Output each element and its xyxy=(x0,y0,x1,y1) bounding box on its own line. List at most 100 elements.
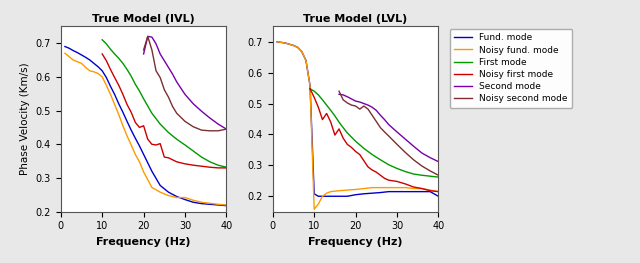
Noisy second mode xyxy=(393,143,401,146)
Noisy second mode xyxy=(401,151,409,154)
Noisy first mode xyxy=(173,160,180,163)
Noisy second mode xyxy=(206,129,214,132)
First mode xyxy=(401,170,409,173)
Second mode xyxy=(364,104,372,107)
Noisy fund. mode xyxy=(302,59,310,62)
Fund. mode xyxy=(376,191,384,194)
Noisy first mode xyxy=(393,180,401,183)
Noisy first mode xyxy=(435,190,442,193)
Noisy fund. mode xyxy=(385,186,392,189)
Fund. mode xyxy=(189,201,197,204)
Fund. mode xyxy=(90,62,98,65)
Fund. mode xyxy=(335,195,343,198)
Second mode xyxy=(223,128,230,131)
Noisy fund. mode xyxy=(173,196,180,199)
Noisy fund. mode xyxy=(124,134,131,138)
Line: Noisy fund. mode: Noisy fund. mode xyxy=(277,42,438,209)
Line: First mode: First mode xyxy=(102,40,227,167)
First mode xyxy=(111,52,118,55)
Noisy fund. mode xyxy=(127,143,135,146)
Noisy fund. mode xyxy=(86,69,93,72)
Noisy first mode xyxy=(348,146,355,149)
Noisy fund. mode xyxy=(323,192,330,195)
Noisy fund. mode xyxy=(310,208,318,211)
First mode xyxy=(189,149,197,153)
Fund. mode xyxy=(314,195,322,198)
Noisy fund. mode xyxy=(282,41,289,44)
Second mode xyxy=(148,36,156,39)
Noisy first mode xyxy=(198,165,205,168)
Second mode xyxy=(156,52,164,55)
Fund. mode xyxy=(74,51,81,54)
Noisy first mode xyxy=(385,179,392,182)
Second mode xyxy=(189,102,197,105)
First mode xyxy=(331,114,339,118)
Noisy fund. mode xyxy=(131,153,139,156)
Noisy first mode xyxy=(306,87,314,90)
Noisy first mode xyxy=(156,142,164,145)
Second mode xyxy=(152,42,160,45)
Fund. mode xyxy=(401,190,409,193)
Noisy fund. mode xyxy=(181,196,189,199)
Second mode xyxy=(339,93,347,97)
Noisy first mode xyxy=(99,52,106,55)
Noisy first mode xyxy=(418,187,426,190)
Noisy second mode xyxy=(344,101,351,104)
Fund. mode xyxy=(111,93,118,96)
Noisy second mode xyxy=(356,108,364,111)
Noisy fund. mode xyxy=(74,60,81,63)
First mode xyxy=(99,38,106,41)
Noisy fund. mode xyxy=(401,186,409,189)
Line: Noisy fund. mode: Noisy fund. mode xyxy=(65,53,227,205)
Second mode xyxy=(401,138,409,141)
Noisy first mode xyxy=(314,106,322,109)
Noisy second mode xyxy=(381,130,388,134)
Noisy fund. mode xyxy=(306,84,314,87)
Fund. mode xyxy=(181,198,189,201)
Line: Fund. mode: Fund. mode xyxy=(65,47,227,206)
Noisy fund. mode xyxy=(418,187,426,190)
X-axis label: Frequency (Hz): Frequency (Hz) xyxy=(97,237,191,247)
Noisy fund. mode xyxy=(82,66,90,69)
Noisy second mode xyxy=(352,104,360,108)
Second mode xyxy=(418,151,426,155)
Noisy fund. mode xyxy=(61,52,68,55)
Noisy first mode xyxy=(376,174,384,177)
Fund. mode xyxy=(306,84,314,87)
Noisy first mode xyxy=(381,177,388,180)
Noisy second mode xyxy=(189,125,197,128)
First mode xyxy=(327,109,335,112)
First mode xyxy=(223,166,230,169)
Second mode xyxy=(435,160,442,163)
Noisy first mode xyxy=(206,166,214,169)
Noisy fund. mode xyxy=(136,160,143,163)
Fund. mode xyxy=(282,41,289,44)
Noisy second mode xyxy=(348,104,355,107)
First mode xyxy=(426,175,434,178)
Noisy fund. mode xyxy=(327,190,335,193)
Noisy fund. mode xyxy=(273,40,281,43)
First mode xyxy=(360,147,368,150)
Fund. mode xyxy=(99,69,106,72)
Noisy fund. mode xyxy=(285,43,293,46)
Second mode xyxy=(372,109,380,112)
First mode xyxy=(306,87,314,90)
Noisy second mode xyxy=(144,35,152,38)
First mode xyxy=(339,126,347,129)
First mode xyxy=(136,89,143,93)
First mode xyxy=(393,167,401,170)
Noisy fund. mode xyxy=(65,55,73,58)
Fund. mode xyxy=(418,190,426,193)
First mode xyxy=(115,57,123,60)
Noisy fund. mode xyxy=(164,194,172,197)
First mode xyxy=(323,104,330,107)
First mode xyxy=(410,173,417,176)
Noisy second mode xyxy=(148,48,156,52)
Noisy second mode xyxy=(335,90,343,93)
Noisy fund. mode xyxy=(189,199,197,202)
First mode xyxy=(156,123,164,126)
Title: True Model (LVL): True Model (LVL) xyxy=(303,14,408,24)
First mode xyxy=(319,98,326,102)
Fund. mode xyxy=(107,85,115,88)
Noisy first mode xyxy=(352,150,360,153)
